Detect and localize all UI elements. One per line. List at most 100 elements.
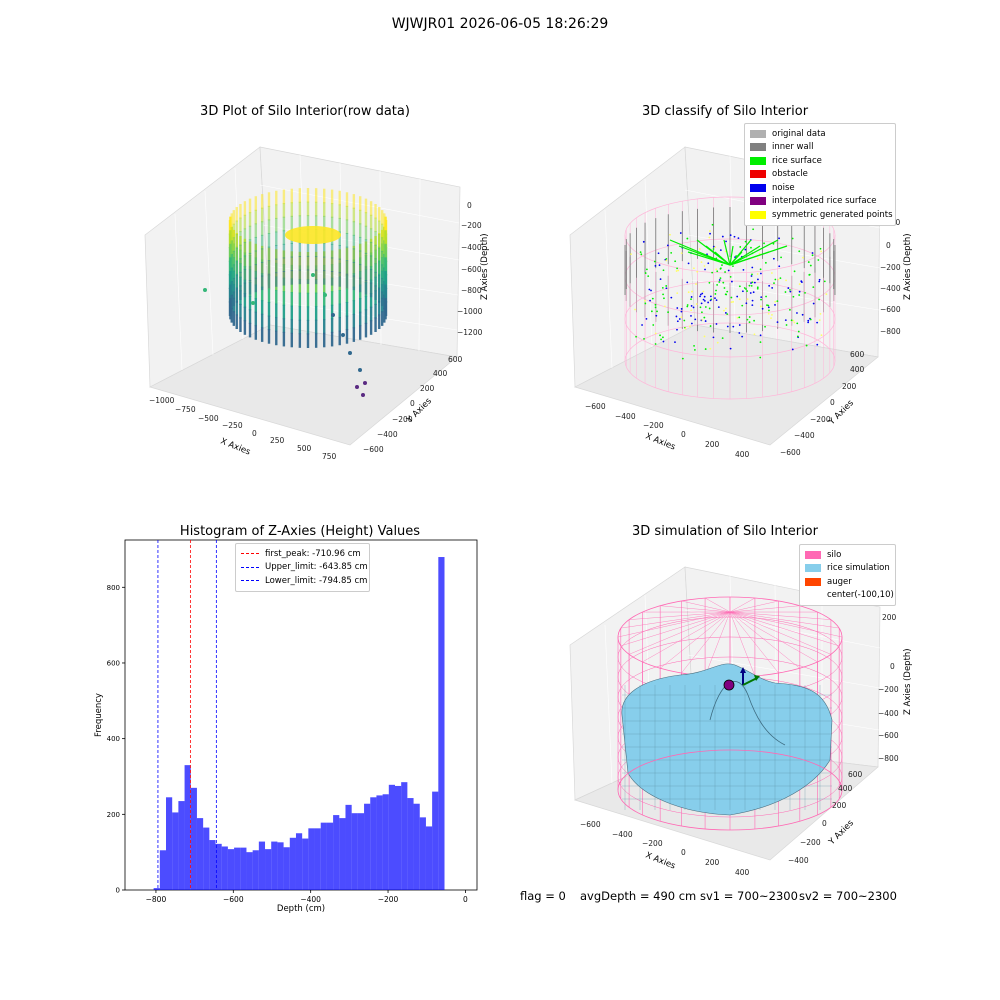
classified-point	[732, 265, 734, 268]
raw-wall-point	[235, 300, 238, 316]
classified-point	[676, 320, 679, 323]
histogram-ylabel: Frequency	[94, 693, 104, 737]
cls-ytick: 600	[850, 350, 865, 359]
classified-point	[715, 323, 718, 325]
center-marker	[723, 679, 735, 691]
raw-wall-point	[282, 291, 286, 306]
classified-point	[729, 234, 732, 237]
classified-point	[694, 318, 697, 321]
raw-wall-point	[229, 230, 232, 245]
classified-point	[665, 285, 668, 287]
raw-wall-point	[248, 322, 252, 338]
raw-wall-point	[260, 286, 264, 302]
classified-point	[751, 273, 753, 276]
raw-wall-point	[364, 266, 368, 282]
classified-point	[774, 278, 777, 281]
classified-point	[772, 242, 775, 245]
classified-point	[771, 314, 773, 316]
classified-point	[665, 287, 668, 290]
raw-wall-point	[369, 282, 373, 298]
legend-swatch	[750, 183, 766, 192]
sim-ytick: 600	[848, 770, 863, 779]
raw-wall-point	[239, 244, 242, 260]
classified-point	[770, 272, 773, 274]
classified-point	[690, 298, 692, 301]
raw-wall-point	[229, 257, 232, 272]
raw-wall-point	[364, 239, 368, 254]
classified-point	[719, 249, 722, 251]
classified-point	[650, 289, 652, 292]
raw-wall-point	[290, 278, 293, 294]
raw-wall-point	[306, 306, 310, 321]
classified-point	[791, 348, 794, 351]
classified-point	[807, 319, 810, 322]
raw-wall-point	[243, 214, 247, 230]
raw-wall-point	[239, 258, 242, 273]
classified-point	[798, 294, 801, 296]
raw-wall-point	[378, 206, 381, 222]
raw-point-cloud	[203, 188, 388, 397]
classified-point	[709, 232, 711, 235]
classified-point	[744, 248, 747, 251]
classified-point	[753, 319, 755, 322]
raw-wall-point	[248, 295, 252, 311]
raw-wall-point	[384, 243, 387, 259]
raw-wall-point	[232, 223, 236, 239]
classified-point	[674, 341, 676, 344]
classified-point	[759, 305, 762, 308]
classified-point	[678, 318, 681, 320]
classified-point	[659, 278, 662, 281]
rice-surface-points	[729, 239, 779, 266]
raw-wall-point	[260, 275, 264, 291]
raw-wall-point	[323, 270, 326, 285]
raw-wall-point	[330, 291, 334, 306]
classified-point	[772, 257, 775, 260]
classified-point	[680, 308, 683, 310]
cls-ytick: 400	[850, 365, 865, 374]
classified-point	[804, 292, 806, 294]
raw-wall-point	[290, 270, 293, 285]
classified-point	[787, 287, 790, 289]
classified-point	[695, 303, 698, 305]
raw-wall-point	[330, 216, 334, 232]
raw-outlier-point	[323, 293, 327, 297]
raw-wall-point	[275, 303, 278, 319]
raw-wall-point	[338, 330, 341, 346]
histogram-bar	[221, 846, 228, 890]
raw-wall-point	[267, 192, 271, 207]
raw-wall-point	[298, 319, 302, 335]
histogram-bar	[333, 815, 340, 890]
classified-point	[753, 333, 756, 336]
classified-point	[723, 287, 726, 289]
raw-wall-point	[239, 204, 242, 219]
classified-point	[779, 277, 782, 280]
cls-ztick: −400	[880, 284, 901, 293]
legend-swatch	[750, 143, 766, 152]
histogram-bar	[382, 794, 389, 890]
raw-wall-point	[232, 250, 236, 266]
raw-outlier-point	[341, 333, 345, 337]
raw-wall-point	[298, 188, 302, 203]
raw-wall-point	[380, 210, 384, 225]
classified-point	[715, 268, 718, 271]
classified-point	[676, 267, 679, 270]
classified-point	[680, 252, 683, 255]
raw-wall-point	[380, 250, 384, 266]
sim-ztick: −200	[878, 685, 899, 694]
raw-wall-point	[380, 311, 384, 326]
raw-wall-point	[369, 306, 373, 322]
histogram-bar	[357, 813, 365, 890]
histogram-bar	[166, 797, 173, 890]
classified-point	[708, 236, 711, 239]
raw-wall-point	[290, 188, 293, 204]
raw-wall-point	[298, 269, 302, 285]
raw-floor-pane	[149, 324, 458, 446]
classified-point	[721, 235, 724, 238]
raw-wall-point	[345, 329, 349, 344]
raw-wall-point	[338, 258, 341, 274]
cls-xtick: −400	[615, 412, 636, 421]
raw-ztick: −1200	[457, 328, 483, 337]
raw-wall-point	[298, 201, 302, 217]
classified-point	[676, 307, 679, 309]
raw-wall-point	[248, 252, 252, 268]
